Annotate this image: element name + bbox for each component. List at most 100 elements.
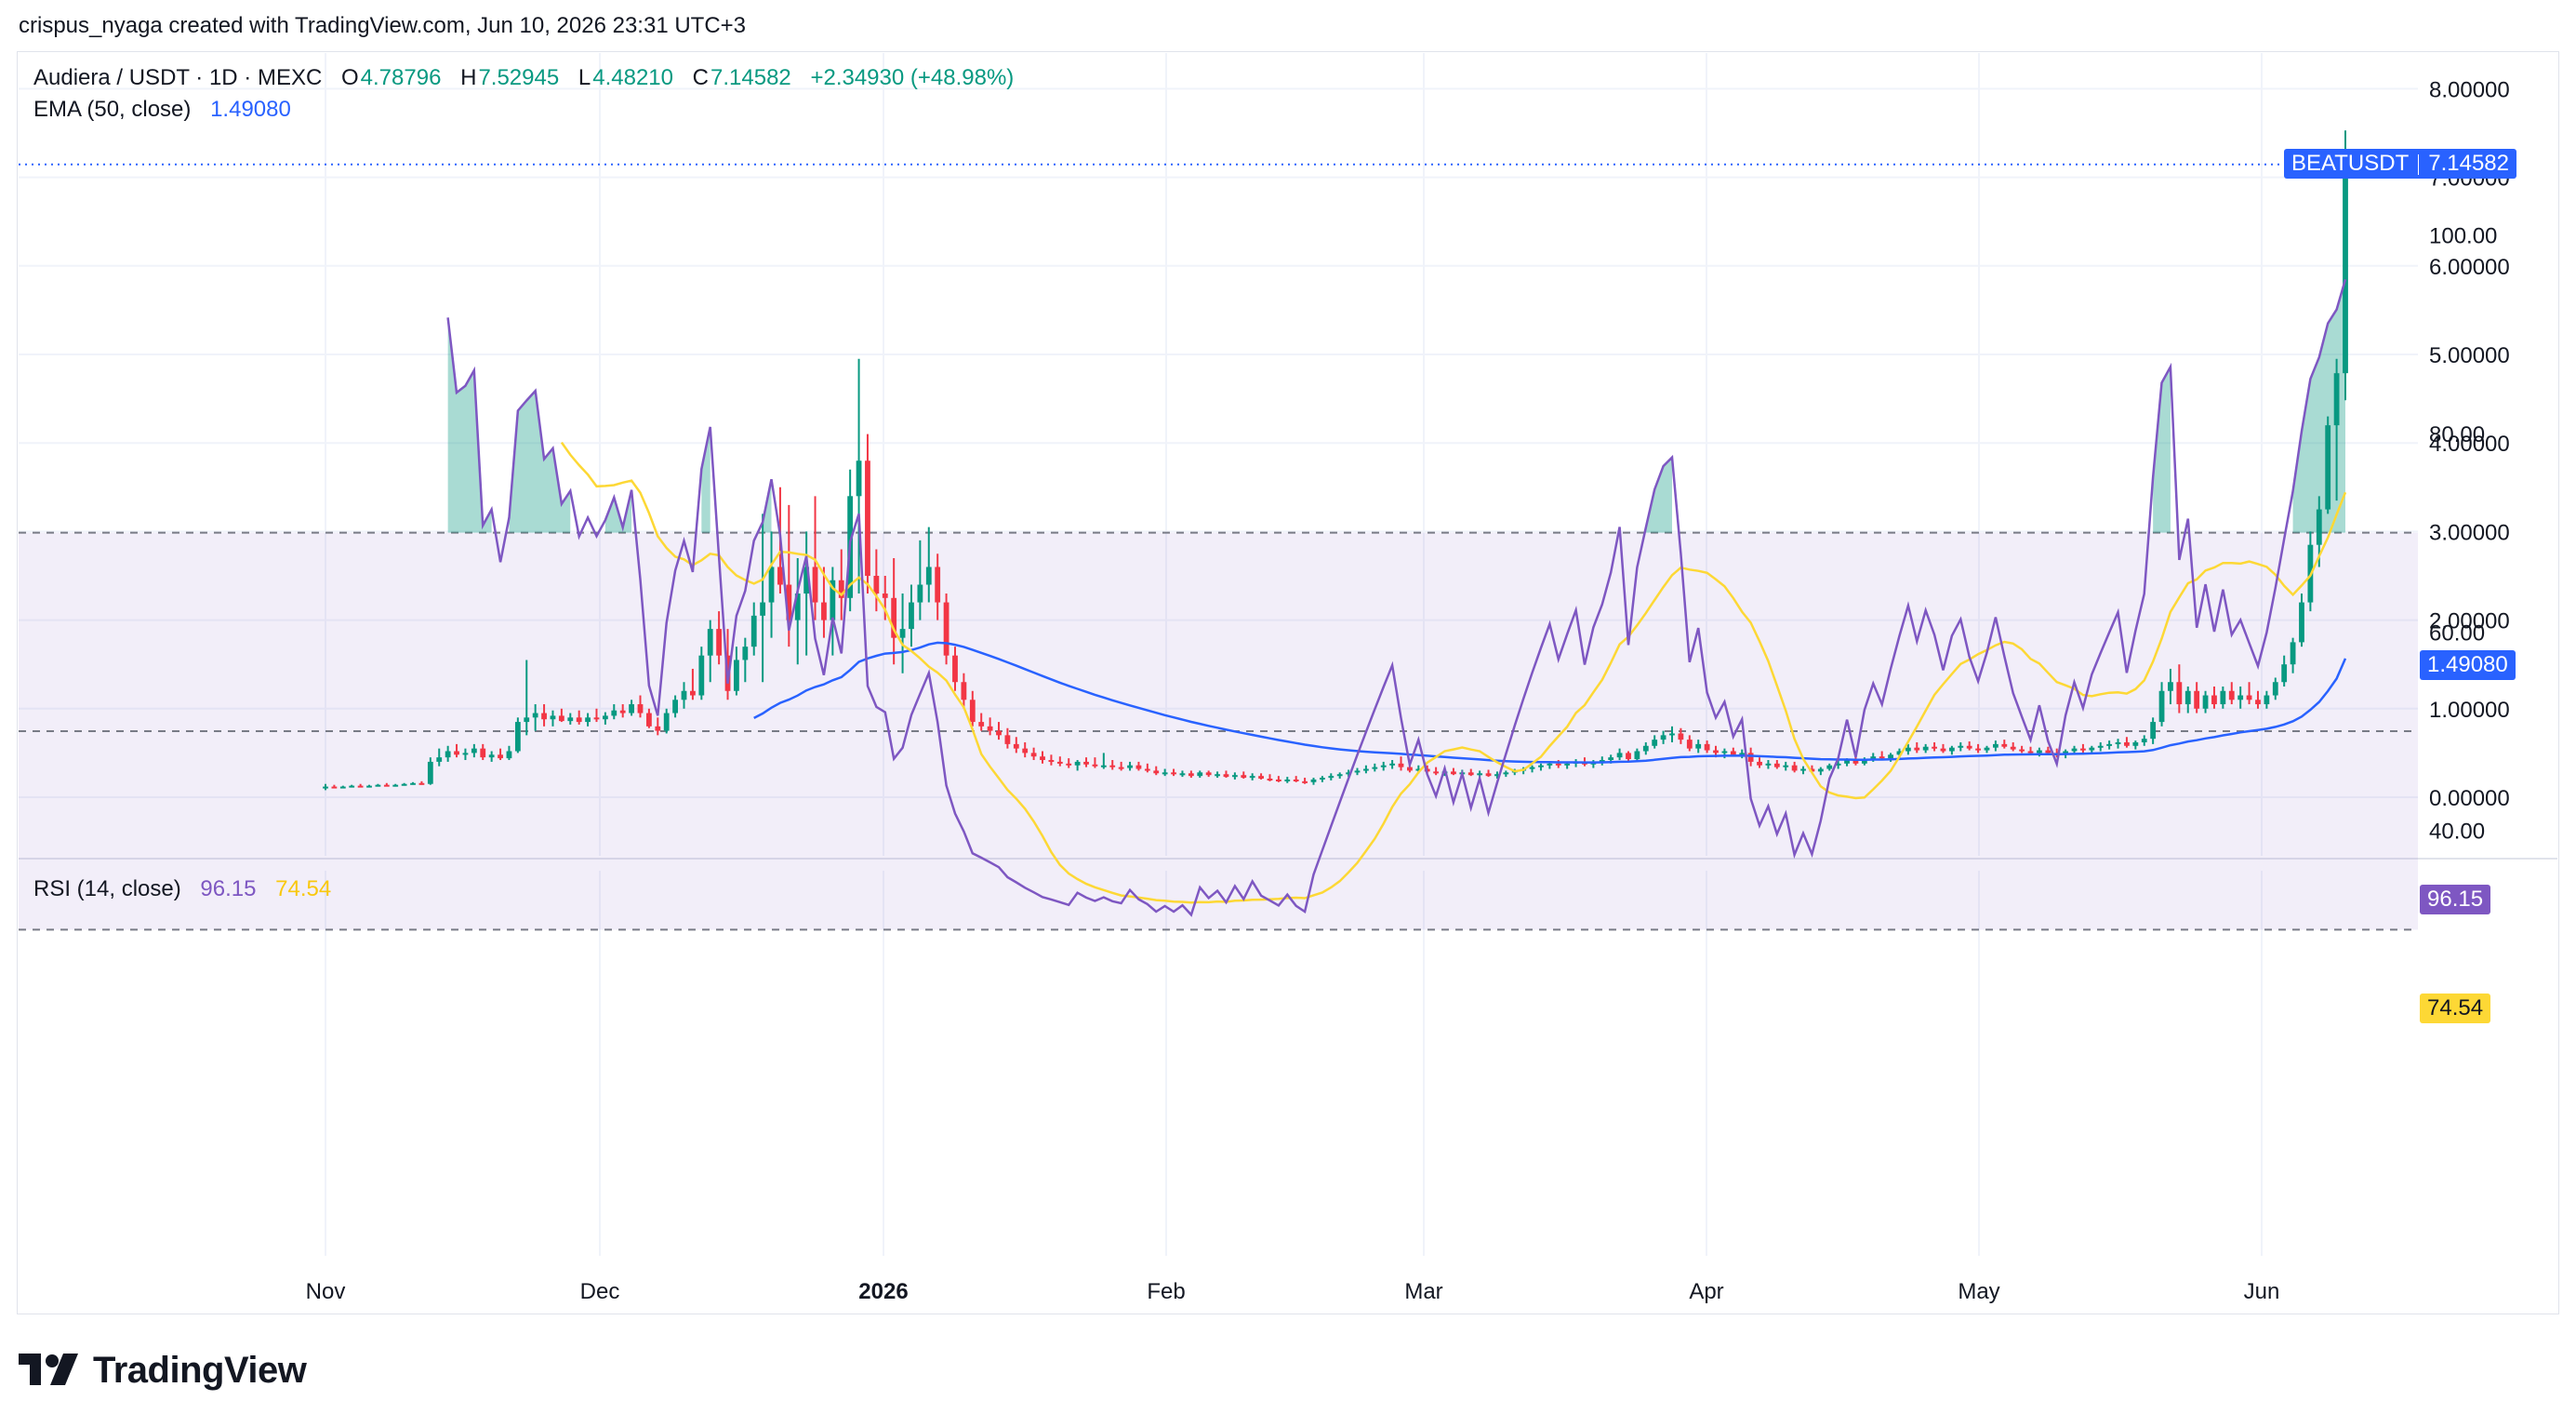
candle-body [2246,695,2252,700]
candle-body [716,629,723,656]
candle-body [1538,765,1544,767]
candle-body [498,754,503,759]
candle-body [2281,664,2288,683]
price-chart[interactable]: 0.00000 1.00000 2.00000 3.00000 4.00000 5.000… [0,0,2576,1330]
candle-body [2071,748,2078,752]
candle-body [1118,767,1124,769]
candle-body [401,783,407,786]
candle-body [1713,750,1719,754]
candle-body [1547,763,1553,766]
candle-body [742,647,749,660]
candle-body [1433,771,1440,774]
candle-body [1932,746,1937,749]
candle-body [996,730,1002,736]
candle-body [1241,775,1247,779]
candle-body [637,704,644,714]
candle-body [1127,765,1133,768]
y-tick-label: 2.00000 [2429,609,2510,634]
legend-close-value: 7.14582 [710,65,791,90]
candle-body [1205,772,1212,776]
candle-body [1231,775,1238,778]
ema-value: 1.49080 [210,97,291,122]
candle-body [349,785,355,788]
candle-body [1363,768,1369,771]
candle-body [2333,373,2340,426]
candle-body [1467,772,1474,776]
candle-body [2019,749,2025,752]
candle-body [1800,768,1806,771]
candle-body [480,748,486,758]
candle-body [2080,748,2086,751]
candle-body [2202,695,2209,709]
candle-body [1529,767,1535,769]
rsi-ma-line [560,441,2347,904]
candle-body [514,722,521,752]
candle-body [1669,733,1675,736]
candle-body [2194,690,2200,709]
candle-body [943,602,949,656]
legend-low-value: 4.48210 [592,65,673,90]
candle-body [2037,750,2042,754]
candle-body [1258,776,1264,780]
candle-body [1485,773,1492,777]
legend-change: +2.34930 (+48.98%) [810,65,1015,90]
candle-body [672,700,679,714]
candle-body [2045,750,2052,754]
candle-body [1809,768,1815,772]
x-tick-label: Dec [580,1279,620,1304]
candle-body [1870,756,1877,760]
candle-body [488,754,495,758]
candle-body [2228,690,2235,700]
brand-logo[interactable]: TradingView [19,1347,307,1394]
ema-legend: EMA (50, close) 1.49080 [33,97,293,123]
candle-body [1564,763,1571,766]
candle-body [1215,774,1220,777]
candle-body [1503,772,1509,775]
candle-body [1844,760,1850,764]
candle-body [1966,745,1972,749]
candle-body [838,580,844,598]
candle-body [734,660,739,691]
candle-body [794,593,801,620]
candle-body [786,584,792,620]
candle-body [2106,743,2113,746]
candle-body [1109,765,1116,767]
candle-body [1380,765,1387,767]
rsi-overbought-fill [2292,279,2345,533]
candle-body [1074,761,1081,766]
candle-body [777,567,783,585]
candle-body [1004,735,1011,744]
candle-body [1407,767,1413,771]
candle-body [1642,745,1649,752]
candle-body [1223,774,1229,778]
candle-body [969,700,976,723]
candle-body [1066,763,1072,766]
symbol-legend: Audiera / USDT · 1D · MEXC O4.78796 H7.5… [33,65,1016,91]
candle-body [1100,765,1107,767]
candle-body [2343,164,2348,374]
candle-body [1861,759,1867,764]
candle-body [1153,770,1160,774]
y-tick-label: 5.00000 [2429,343,2510,368]
candle-body [1048,760,1055,763]
price-tag-value: 7.14582 [2428,151,2509,176]
candle-body [2237,695,2244,700]
candle-body [567,717,574,722]
candle-body [2124,741,2130,746]
candle-body [899,629,906,638]
chart-credit: crispus_nyaga created with TradingView.c… [19,13,747,38]
candle-body [1179,773,1186,776]
candle-body [2325,425,2331,510]
rsi-tag-value: 96.15 [2427,887,2484,912]
candle-body [2272,682,2278,696]
rsi-overbought-fill [701,426,710,533]
candle-body [576,717,582,723]
candle-body [427,761,433,784]
candle-body [2158,690,2165,723]
x-tick-label: Mar [1404,1279,1442,1304]
legend-symbol: Audiera / USDT · 1D · MEXC [33,65,323,90]
candle-body [410,782,416,785]
candle-body [1162,772,1168,775]
candle-body [891,597,897,638]
candle-body [392,784,399,787]
